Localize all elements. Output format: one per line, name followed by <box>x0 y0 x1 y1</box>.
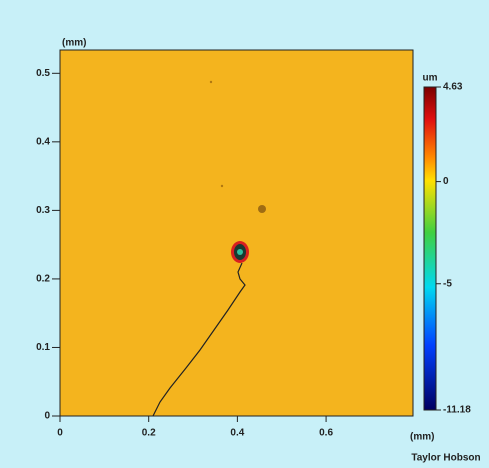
colorbar-tick-label: -5 <box>443 278 452 289</box>
colorbar-tick-label: -11.18 <box>443 405 471 416</box>
y-tick-label: 0.5 <box>36 68 50 79</box>
surface-map <box>60 50 413 416</box>
surface-speck <box>221 185 223 187</box>
x-axis-label: (mm) <box>410 432 434 443</box>
y-tick-label: 0.1 <box>36 342 50 353</box>
surface-speck <box>210 81 212 83</box>
chart: (mm) (mm) um Taylor Hobson 0 0.2 0.4 0.6 0 0.… <box>0 0 489 468</box>
page: {"chart_data": {"type": "heatmap", "x_la… <box>0 0 489 468</box>
defect-center <box>237 249 243 255</box>
x-tick-label: 0 <box>57 428 63 439</box>
x-tick-label: 0.2 <box>142 428 156 439</box>
y-tick-label: 0.4 <box>36 136 50 147</box>
y-tick-label: 0.3 <box>36 205 50 216</box>
brand: Taylor Hobson <box>411 453 480 464</box>
y-tick-label: 0.2 <box>36 274 50 285</box>
colorbar-label: um <box>423 73 438 84</box>
x-tick-label: 0.4 <box>230 428 244 439</box>
colorbar-tick-label: 4.63 <box>443 82 463 93</box>
x-tick-label: 0.6 <box>319 428 333 439</box>
colorbar-tick-label: 0 <box>443 176 449 187</box>
y-tick-label: 0 <box>44 411 50 422</box>
colorbar <box>424 87 436 410</box>
surface-pit <box>258 205 266 213</box>
y-axis-label: (mm) <box>62 38 86 49</box>
